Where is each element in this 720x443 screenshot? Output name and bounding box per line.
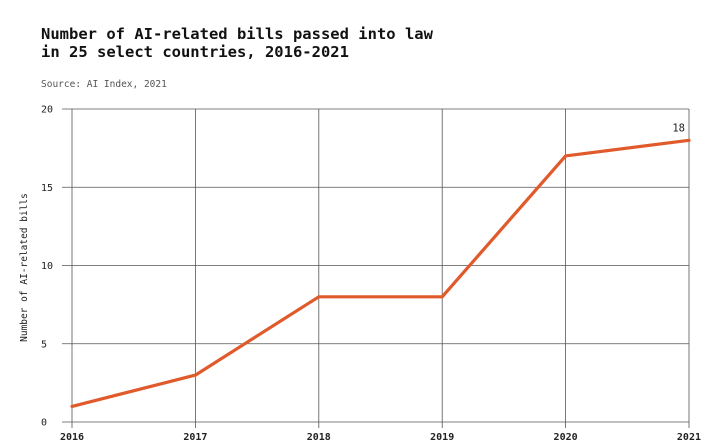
chart-title-line-1: Number of AI-related bills passed into l… — [41, 25, 433, 43]
x-tick-label: 2016 — [60, 432, 84, 443]
chart-title-line-2: in 25 select countries, 2016-2021 — [41, 43, 349, 61]
x-tick-label: 2018 — [307, 432, 331, 443]
chart-source: Source: AI Index, 2021 — [41, 79, 167, 90]
y-tick-label: 10 — [41, 261, 53, 272]
x-tick-label: 2017 — [183, 432, 207, 443]
y-axis-ticks: 0 5 10 15 20 — [41, 105, 53, 429]
chart-title: Number of AI-related bills passed into l… — [41, 25, 433, 61]
y-axis-label: Number of AI-related bills — [19, 193, 30, 342]
x-tick-label: 2020 — [554, 432, 578, 443]
data-labels: 18 — [672, 122, 685, 134]
x-tick-label: 2019 — [430, 432, 454, 443]
y-tick-label: 15 — [41, 183, 53, 194]
y-tick-label: 5 — [41, 339, 47, 350]
series — [70, 138, 691, 408]
y-tick-label: 20 — [41, 105, 53, 116]
grid — [62, 108, 690, 428]
x-axis-ticks: 2016 2017 2018 2019 2020 2021 — [60, 432, 701, 443]
data-label: 18 — [672, 122, 685, 134]
y-tick-label: 0 — [41, 418, 47, 429]
series-line — [70, 138, 691, 408]
x-tick-label: 2021 — [677, 432, 701, 443]
